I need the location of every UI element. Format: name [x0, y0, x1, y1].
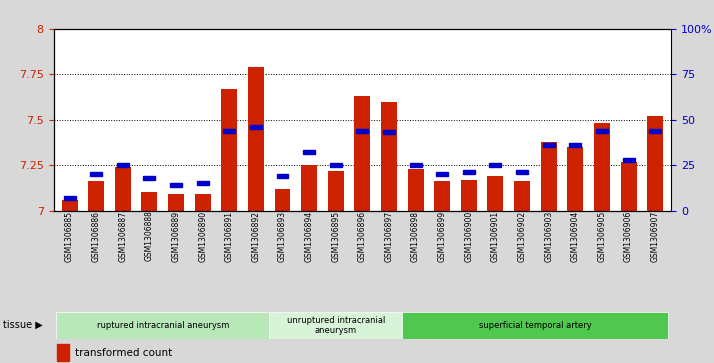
- Bar: [117, 163, 129, 167]
- Bar: [488, 176, 503, 211]
- Bar: [490, 163, 501, 167]
- Bar: [402, 312, 668, 339]
- Text: superficial temporal artery: superficial temporal artery: [479, 321, 592, 330]
- Bar: [410, 163, 421, 167]
- Text: GSM1306894: GSM1306894: [305, 211, 313, 262]
- Text: GSM1306896: GSM1306896: [358, 211, 367, 262]
- Bar: [303, 150, 315, 155]
- Bar: [328, 171, 343, 211]
- Bar: [463, 170, 475, 174]
- Bar: [269, 312, 402, 339]
- Bar: [56, 312, 269, 339]
- Bar: [596, 129, 608, 132]
- Bar: [141, 192, 157, 211]
- Bar: [436, 172, 448, 176]
- Bar: [354, 96, 371, 211]
- Text: GSM1306895: GSM1306895: [331, 211, 341, 262]
- Bar: [301, 165, 317, 211]
- Text: GSM1306886: GSM1306886: [91, 211, 101, 261]
- Bar: [64, 196, 76, 200]
- Bar: [274, 189, 291, 211]
- Bar: [330, 163, 342, 167]
- Text: GSM1306906: GSM1306906: [624, 211, 633, 262]
- Text: GSM1306899: GSM1306899: [438, 211, 447, 262]
- Bar: [170, 183, 182, 187]
- Bar: [356, 129, 368, 132]
- Text: GSM1306902: GSM1306902: [518, 211, 527, 262]
- Bar: [408, 169, 423, 211]
- Bar: [196, 181, 208, 185]
- Bar: [90, 172, 102, 176]
- Bar: [250, 125, 262, 129]
- Bar: [461, 180, 477, 211]
- Text: GSM1306903: GSM1306903: [544, 211, 553, 262]
- Bar: [195, 194, 211, 211]
- Text: GSM1306898: GSM1306898: [411, 211, 420, 261]
- Bar: [623, 158, 635, 162]
- Bar: [543, 143, 555, 147]
- Bar: [381, 102, 397, 211]
- Text: GSM1306897: GSM1306897: [384, 211, 393, 262]
- Bar: [168, 194, 184, 211]
- Bar: [594, 123, 610, 211]
- Bar: [569, 143, 581, 147]
- Text: GSM1306900: GSM1306900: [464, 211, 473, 262]
- Bar: [647, 116, 663, 211]
- Bar: [514, 182, 530, 211]
- Text: GSM1306901: GSM1306901: [491, 211, 500, 262]
- Text: GSM1306885: GSM1306885: [65, 211, 74, 261]
- Bar: [568, 147, 583, 211]
- Bar: [115, 167, 131, 211]
- Text: GSM1306892: GSM1306892: [251, 211, 261, 261]
- Text: ruptured intracranial aneurysm: ruptured intracranial aneurysm: [96, 321, 229, 330]
- Bar: [248, 67, 264, 211]
- Text: GSM1306891: GSM1306891: [225, 211, 233, 261]
- Text: unruptured intracranial
aneurysm: unruptured intracranial aneurysm: [286, 316, 385, 335]
- Text: GSM1306889: GSM1306889: [171, 211, 181, 261]
- Bar: [620, 162, 637, 211]
- Bar: [434, 182, 451, 211]
- Bar: [223, 129, 235, 132]
- Text: GSM1306904: GSM1306904: [570, 211, 580, 262]
- Text: GSM1306890: GSM1306890: [198, 211, 207, 262]
- Bar: [383, 131, 395, 135]
- Bar: [276, 174, 288, 178]
- Bar: [61, 200, 78, 211]
- Text: GSM1306888: GSM1306888: [145, 211, 154, 261]
- Bar: [649, 129, 661, 132]
- Text: GSM1306907: GSM1306907: [650, 211, 660, 262]
- Text: tissue ▶: tissue ▶: [3, 319, 42, 330]
- Bar: [88, 182, 104, 211]
- Text: GSM1306893: GSM1306893: [278, 211, 287, 262]
- Bar: [221, 89, 237, 211]
- Text: transformed count: transformed count: [75, 348, 172, 358]
- Bar: [56, 344, 69, 361]
- Text: GSM1306887: GSM1306887: [119, 211, 127, 261]
- Text: GSM1306905: GSM1306905: [598, 211, 606, 262]
- Bar: [516, 170, 528, 174]
- Bar: [144, 176, 156, 180]
- Bar: [540, 142, 557, 211]
